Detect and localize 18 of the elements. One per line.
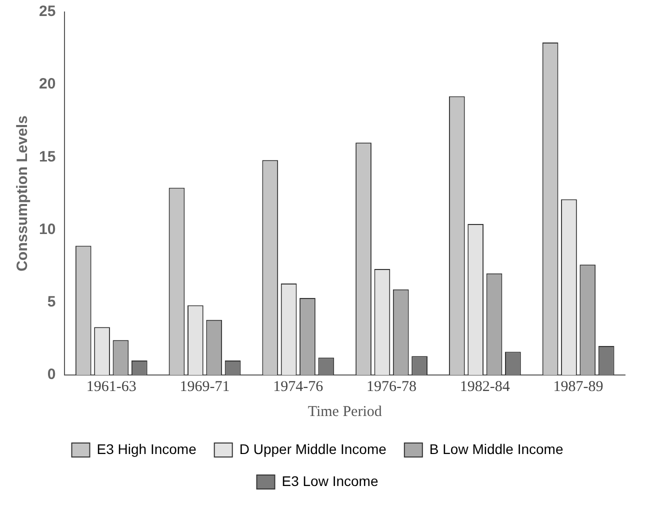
y-tick-label: 10: [38, 220, 56, 238]
x-tick-label: 1961-63: [86, 378, 136, 395]
y-tick-label: 25: [38, 3, 56, 20]
y-tick-label: 0: [47, 366, 56, 384]
x-tick-label: 1976-78: [366, 378, 417, 395]
x-tick-label: 1987-89: [553, 378, 604, 395]
x-tick-label: 1974-76: [273, 378, 324, 395]
y-tick-label: 20: [38, 76, 56, 93]
legend-label: B Low Middle Income: [429, 440, 564, 457]
x-tick-label: 1969-71: [180, 378, 230, 395]
y-axis-title: Conssumption Levels: [14, 116, 32, 272]
y-tick-label: 15: [38, 148, 56, 166]
x-axis-title: Time Period: [308, 404, 382, 420]
legend-label: E3 Low Income: [282, 472, 378, 489]
x-tick-label: 1982-84: [460, 378, 510, 395]
legend-label: E3 High Income: [96, 440, 197, 457]
y-tick-label: 5: [47, 294, 56, 311]
legend-label: D Upper Middle Income: [239, 440, 387, 457]
